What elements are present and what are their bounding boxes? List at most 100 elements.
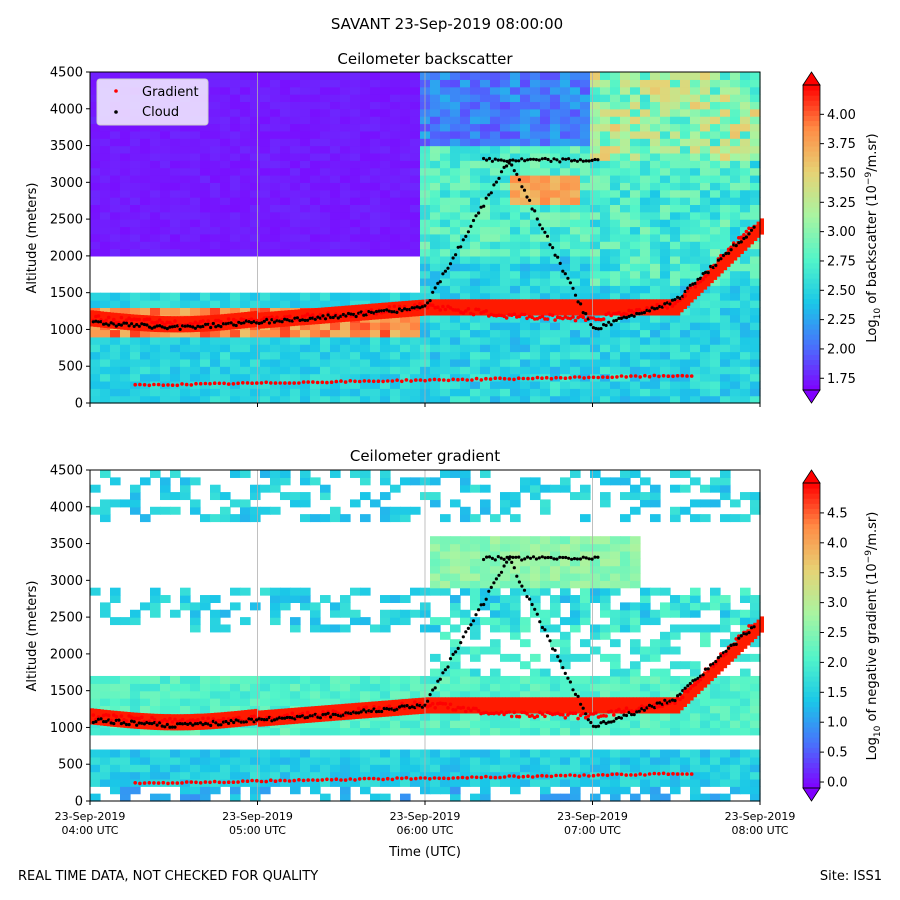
heatmap-cell — [550, 756, 561, 765]
gradient-point — [558, 376, 563, 380]
heatmap-cell — [230, 219, 241, 228]
heatmap-cell — [300, 395, 311, 404]
band-segment — [726, 250, 731, 267]
heatmap-cell — [480, 138, 491, 147]
gradient-point — [663, 304, 667, 308]
heatmap-cell — [560, 661, 571, 670]
heatmap-cell — [320, 145, 331, 154]
band-segment — [471, 299, 476, 316]
heatmap-cell — [670, 189, 681, 198]
heatmap-cell — [570, 712, 581, 721]
heatmap-cell — [430, 167, 441, 176]
heatmap-cell — [330, 358, 341, 367]
colorbar-swatch — [803, 293, 820, 299]
gradient-point — [540, 376, 544, 381]
heatmap-cell — [560, 86, 571, 95]
gradient-point — [488, 377, 493, 381]
cloud-point — [540, 227, 545, 231]
heatmap-cell — [590, 263, 601, 272]
heatmap-cell — [560, 211, 571, 220]
heatmap-cell — [190, 130, 201, 139]
heatmap-cell — [210, 366, 221, 375]
cloud-point — [683, 289, 687, 294]
cloud-point — [364, 313, 368, 317]
heatmap-cell — [320, 358, 331, 367]
band-segment — [575, 299, 580, 316]
heatmap-cell — [750, 152, 761, 161]
heatmap-cell — [130, 292, 141, 301]
heatmap-cell — [300, 499, 311, 508]
heatmap-cell — [100, 123, 111, 132]
band-segment — [609, 299, 614, 316]
heatmap-cell — [460, 182, 471, 191]
heatmap-cell — [220, 351, 231, 360]
heatmap-cell — [520, 79, 531, 88]
heatmap-cell — [470, 292, 481, 301]
heatmap-cell — [450, 675, 461, 684]
heatmap-cell — [710, 241, 721, 250]
heatmap-cell — [230, 705, 241, 714]
gradient-point — [619, 313, 624, 317]
heatmap-cell — [370, 86, 381, 95]
heatmap-cell — [640, 395, 651, 404]
heatmap-cell — [520, 123, 531, 132]
heatmap-cell — [100, 72, 111, 80]
heatmap-cell — [430, 211, 441, 220]
heatmap-cell — [190, 233, 201, 242]
heatmap-cell — [600, 189, 611, 198]
heatmap-cell — [370, 344, 381, 353]
cloud-point — [272, 320, 277, 324]
heatmap-cell — [130, 329, 141, 338]
heatmap-cell — [550, 793, 561, 802]
heatmap-cell — [160, 174, 171, 183]
heatmap-cell — [310, 72, 321, 80]
heatmap-cell — [90, 793, 101, 802]
cloud-point — [517, 178, 522, 182]
heatmap-cell — [640, 329, 651, 338]
heatmap-cell — [230, 690, 241, 699]
heatmap-cell — [300, 329, 311, 338]
heatmap-cell — [160, 226, 171, 235]
heatmap-cell — [540, 388, 551, 397]
heatmap-cell — [450, 233, 461, 242]
heatmap-cell — [270, 395, 281, 404]
heatmap-cell — [340, 366, 351, 375]
heatmap-cell — [510, 351, 521, 360]
heatmap-cell — [410, 720, 421, 729]
heatmap-cell — [170, 174, 181, 183]
heatmap-cell — [350, 336, 361, 345]
colorbar-swatch — [803, 135, 820, 142]
heatmap-cell — [320, 344, 331, 353]
heatmap-cell — [170, 609, 181, 618]
cloud-point — [300, 318, 305, 322]
heatmap-cell — [100, 152, 111, 161]
heatmap-cell — [490, 720, 501, 729]
heatmap-cell — [460, 248, 471, 257]
heatmap-cell — [250, 72, 261, 80]
heatmap-cell — [250, 219, 261, 228]
heatmap-cell — [560, 314, 571, 323]
heatmap-cell — [250, 373, 261, 382]
heatmap-cell — [510, 270, 521, 279]
cloud-point — [596, 327, 601, 331]
heatmap-cell — [110, 756, 121, 765]
heatmap-cell — [390, 219, 401, 228]
heatmap-cell — [520, 116, 531, 125]
cloud-point — [262, 319, 266, 323]
gradient-point — [226, 317, 231, 321]
band-segment — [552, 299, 557, 316]
heatmap-cell — [630, 233, 641, 242]
heatmap-cell — [160, 484, 171, 493]
gradient-point — [278, 381, 283, 385]
heatmap-cell — [100, 756, 111, 765]
heatmap-cell — [470, 226, 481, 235]
heatmap-cell — [150, 138, 161, 147]
heatmap-cell — [660, 86, 671, 95]
heatmap-cell — [390, 160, 401, 169]
heatmap-cell — [500, 160, 511, 169]
heatmap-cell — [740, 336, 751, 345]
heatmap-cell — [310, 204, 321, 213]
heatmap-cell — [390, 727, 401, 736]
band-segment — [709, 266, 714, 284]
heatmap-cell — [610, 336, 621, 345]
